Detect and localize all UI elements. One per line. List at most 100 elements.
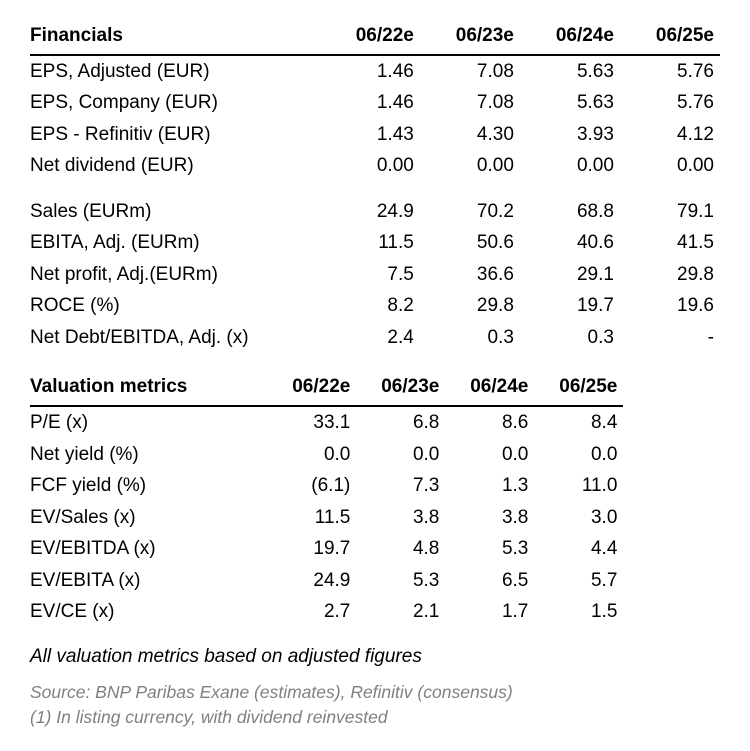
valuation-header-row: Valuation metrics 06/22e 06/23e 06/24e 0… [30,371,623,406]
cell-value: 5.63 [520,55,620,88]
cell-value: 0.0 [445,439,534,471]
cell-value: 5.3 [356,565,445,597]
cell-value: 1.5 [534,596,623,628]
cell-value: 79.1 [620,196,720,228]
row-label: Sales (EURm) [30,196,320,228]
row-label: EV/Sales (x) [30,502,267,534]
cell-value: 5.3 [445,533,534,565]
cell-value: 29.8 [620,259,720,291]
cell-value: 3.93 [520,119,620,151]
cell-value: 8.4 [534,406,623,439]
cell-value: 7.5 [320,259,420,291]
row-label: EV/CE (x) [30,596,267,628]
financials-header-row: Financials 06/22e 06/23e 06/24e 06/25e [30,20,720,55]
cell-value: 0.3 [520,322,620,354]
cell-value: 5.63 [520,87,620,119]
table-row: Net profit, Adj.(EURm)7.536.629.129.8 [30,259,720,291]
cell-value: 0.0 [356,439,445,471]
cell-value: 0.00 [320,150,420,182]
cell-value: 0.00 [620,150,720,182]
table-row: EBITA, Adj. (EURm)11.550.640.641.5 [30,227,720,259]
cell-value: 3.8 [445,502,534,534]
cell-value: 33.1 [267,406,356,439]
footnote: All valuation metrics based on adjusted … [30,646,720,668]
table-row: EPS - Refinitiv (EUR)1.434.303.934.12 [30,119,720,151]
cell-value: 0.0 [534,439,623,471]
cell-value: 19.6 [620,290,720,322]
col-header: 06/24e [445,371,534,406]
cell-value: 7.3 [356,470,445,502]
cell-value: 4.12 [620,119,720,151]
cell-value: 7.08 [420,87,520,119]
source-line: Source: BNP Paribas Exane (estimates), R… [30,680,720,705]
row-label: FCF yield (%) [30,470,267,502]
cell-value: 3.8 [356,502,445,534]
cell-value: 36.6 [420,259,520,291]
col-header: 06/25e [534,371,623,406]
cell-value: 5.76 [620,87,720,119]
table-row: Net dividend (EUR)0.000.000.000.00 [30,150,720,182]
cell-value: 70.2 [420,196,520,228]
cell-value: 4.30 [420,119,520,151]
cell-value: 29.1 [520,259,620,291]
row-label: EPS - Refinitiv (EUR) [30,119,320,151]
row-label: EPS, Company (EUR) [30,87,320,119]
cell-value: 24.9 [267,565,356,597]
valuation-table: Valuation metrics 06/22e 06/23e 06/24e 0… [30,371,623,627]
cell-value: 0.00 [420,150,520,182]
cell-value: 50.6 [420,227,520,259]
cell-value: 8.2 [320,290,420,322]
row-label: Net Debt/EBITDA, Adj. (x) [30,322,320,354]
row-label: ROCE (%) [30,290,320,322]
table-row: EPS, Company (EUR)1.467.085.635.76 [30,87,720,119]
cell-value: 7.08 [420,55,520,88]
cell-value: 11.0 [534,470,623,502]
cell-value: 0.0 [267,439,356,471]
cell-value: 11.5 [267,502,356,534]
cell-value: 1.43 [320,119,420,151]
table-row: EV/EBITDA (x)19.74.85.34.4 [30,533,623,565]
cell-value: 6.5 [445,565,534,597]
table-row: EV/CE (x)2.72.11.71.5 [30,596,623,628]
cell-value: 4.4 [534,533,623,565]
cell-value: 2.1 [356,596,445,628]
row-label: EV/EBITA (x) [30,565,267,597]
cell-value: 11.5 [320,227,420,259]
row-label: EV/EBITDA (x) [30,533,267,565]
cell-value: 2.4 [320,322,420,354]
cell-value: (6.1) [267,470,356,502]
table-row: P/E (x)33.16.88.68.4 [30,406,623,439]
row-label: Net yield (%) [30,439,267,471]
col-header: 06/24e [520,20,620,55]
table-row: FCF yield (%)(6.1)7.31.311.0 [30,470,623,502]
row-label: Net profit, Adj.(EURm) [30,259,320,291]
source-line: (1) In listing currency, with dividend r… [30,705,720,730]
cell-value: 8.6 [445,406,534,439]
cell-value: 5.76 [620,55,720,88]
cell-value: 6.8 [356,406,445,439]
row-label: EPS, Adjusted (EUR) [30,55,320,88]
table-row: Net yield (%)0.00.00.00.0 [30,439,623,471]
cell-value: 19.7 [267,533,356,565]
table-row: Net Debt/EBITDA, Adj. (x)2.40.30.3- [30,322,720,354]
row-label: P/E (x) [30,406,267,439]
table-row: ROCE (%)8.229.819.719.6 [30,290,720,322]
financials-table: Financials 06/22e 06/23e 06/24e 06/25e E… [30,20,720,353]
valuation-title: Valuation metrics [30,371,267,406]
financials-title: Financials [30,20,320,55]
table-row: EV/EBITA (x)24.95.36.55.7 [30,565,623,597]
cell-value: 1.7 [445,596,534,628]
table-row: Sales (EURm)24.970.268.879.1 [30,196,720,228]
cell-value: 1.46 [320,55,420,88]
row-label: EBITA, Adj. (EURm) [30,227,320,259]
cell-value: 29.8 [420,290,520,322]
cell-value: 3.0 [534,502,623,534]
cell-value: 41.5 [620,227,720,259]
cell-value: 5.7 [534,565,623,597]
cell-value: 40.6 [520,227,620,259]
row-label: Net dividend (EUR) [30,150,320,182]
cell-value: 0.00 [520,150,620,182]
cell-value: 0.3 [420,322,520,354]
col-header: 06/23e [356,371,445,406]
cell-value: 68.8 [520,196,620,228]
